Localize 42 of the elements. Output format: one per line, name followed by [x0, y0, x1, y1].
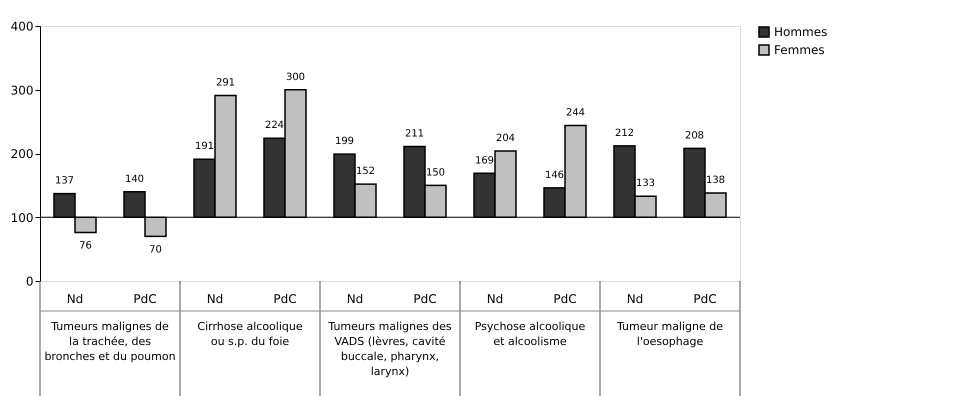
text: Tumeurs malignes des VADS (lèvres, cavité buccale, pharynx, larynx): [327, 320, 452, 378]
x-tick-label: Nd: [346, 292, 364, 306]
data-label: 146: [544, 170, 564, 181]
x-tick-label: Nd: [66, 292, 84, 306]
y-tick-label: 400: [10, 20, 34, 34]
text: Tumeurs malignes de la trachée, des bronches et du poumon: [44, 320, 176, 363]
data-label: 150: [426, 167, 446, 178]
data-label: 138: [706, 175, 726, 186]
data-label: 291: [216, 77, 236, 88]
data-label: 70: [149, 244, 162, 256]
text: Psychose alcoolique et alcoolisme: [474, 320, 586, 348]
x-tick-label: PdC: [273, 292, 297, 306]
x-tick-label: PdC: [553, 292, 577, 306]
data-label: 208: [684, 130, 704, 142]
x-tick-label: PdC: [413, 292, 437, 306]
data-label: 137: [54, 176, 74, 187]
legend-label: Hommes: [774, 25, 828, 39]
y-tick-label: 0: [26, 274, 34, 288]
data-label: 211: [404, 128, 424, 140]
y-tick-label: 200: [10, 147, 34, 161]
data-label: 152: [356, 166, 376, 178]
data-label: 133: [636, 178, 656, 190]
data-label: 76: [79, 240, 92, 252]
data-label: 244: [566, 107, 586, 118]
text: Cirrhose alcoolique ou s.p. du foie: [197, 320, 303, 348]
x-tick-label: PdC: [693, 292, 717, 306]
y-tick-label: 100: [10, 210, 34, 225]
data-label: 199: [334, 136, 354, 148]
y-tick-label: 300: [10, 83, 34, 98]
data-label: 212: [614, 128, 634, 139]
x-tick-label: Nd: [486, 292, 504, 306]
text: Tumeur maligne de l'oesophage: [616, 320, 724, 348]
data-label: 169: [474, 155, 494, 166]
data-label: 300: [286, 72, 306, 83]
x-tick-label: Nd: [626, 292, 644, 306]
data-label: 191: [194, 141, 214, 152]
x-tick-label: PdC: [133, 292, 157, 306]
data-label: 204: [496, 132, 516, 144]
legend-label: Femmes: [774, 43, 825, 57]
data-label: 224: [264, 120, 284, 132]
x-tick-label: Nd: [206, 292, 224, 306]
data-label: 140: [124, 174, 144, 185]
